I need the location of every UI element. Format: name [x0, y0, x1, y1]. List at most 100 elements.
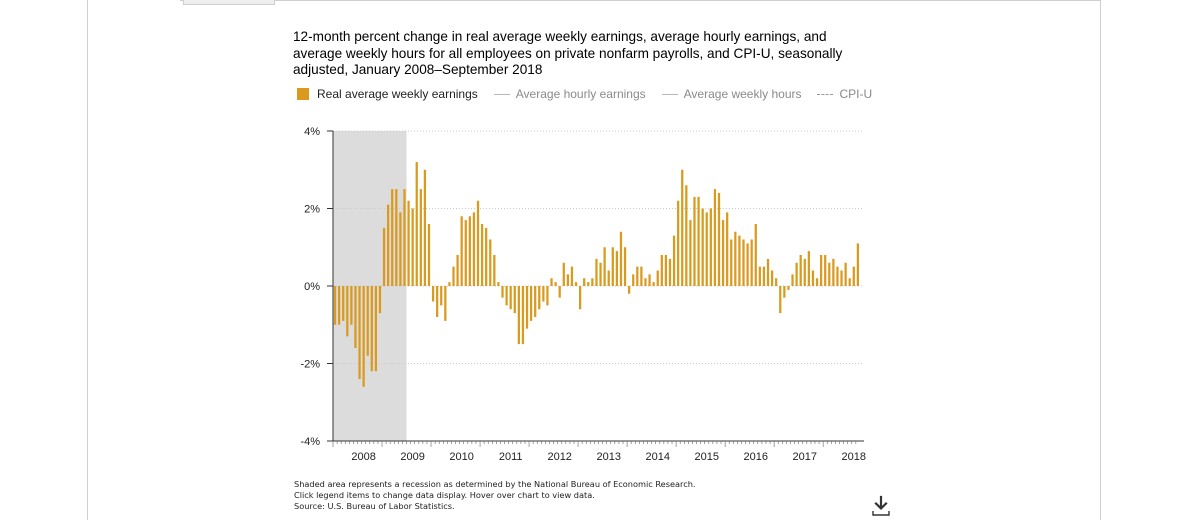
data-bar	[672, 235, 676, 286]
legend-label: Average hourly earnings	[515, 87, 646, 101]
data-bar	[607, 270, 610, 286]
data-bar	[656, 270, 659, 286]
data-bar	[664, 255, 668, 286]
x-tick-label: 2009	[400, 451, 424, 463]
data-bar	[623, 247, 627, 286]
data-bar	[468, 216, 471, 286]
data-bar	[362, 286, 365, 387]
data-bar	[595, 258, 598, 286]
legend-item-hourly-earnings[interactable]: Average hourly earnings	[493, 87, 646, 101]
data-bar	[350, 286, 353, 325]
data-bar	[562, 262, 565, 286]
data-bar	[419, 189, 422, 286]
data-bar	[366, 286, 369, 356]
x-tick-label: 2014	[645, 451, 669, 463]
data-bar	[852, 266, 855, 286]
data-bar	[770, 270, 774, 286]
data-bar	[730, 239, 733, 286]
data-bar	[554, 282, 557, 286]
data-bar	[493, 255, 496, 286]
data-bar	[403, 189, 406, 286]
data-bar	[693, 196, 696, 286]
data-bar	[521, 286, 525, 345]
data-bar	[358, 286, 361, 379]
data-bar	[681, 169, 684, 286]
chart-legend: Real average weekly earnings Average hou…	[297, 86, 888, 102]
legend-bar-swatch	[297, 88, 309, 100]
data-bar	[746, 243, 749, 286]
x-tick-label: 2015	[695, 451, 719, 463]
data-bar	[538, 286, 541, 310]
data-bar	[566, 274, 569, 286]
data-bar	[558, 286, 561, 298]
chart-plot[interactable]: 4% 2% 0% -2% -4% 2008 2009 2010 2011 2012 2013 2014…	[280, 115, 880, 470]
data-bar	[668, 258, 672, 286]
legend-label: Average weekly hours	[683, 87, 802, 101]
data-bar	[587, 282, 590, 286]
data-bar	[779, 286, 782, 314]
y-tick-label: 0%	[304, 281, 320, 293]
data-bar	[652, 282, 655, 286]
legend-item-real-weekly-earnings[interactable]: Real average weekly earnings	[297, 87, 478, 101]
data-bar	[619, 231, 623, 286]
download-button[interactable]	[871, 495, 891, 517]
data-bar	[472, 212, 476, 286]
data-bar	[489, 239, 492, 286]
data-bar	[525, 286, 529, 329]
data-bar	[844, 262, 847, 286]
data-bar	[660, 255, 663, 286]
x-tick-label: 2012	[547, 451, 571, 463]
legend-item-cpi-u[interactable]: CPI-U	[817, 87, 872, 101]
data-bar	[342, 286, 345, 321]
data-bar	[542, 286, 545, 302]
data-bar	[374, 286, 378, 372]
data-bar	[534, 286, 537, 317]
data-bar	[574, 282, 578, 286]
download-icon	[872, 495, 890, 516]
legend-item-weekly-hours[interactable]: Average weekly hours	[661, 87, 802, 101]
legend-line-swatch	[661, 93, 678, 95]
data-bar	[444, 286, 447, 321]
data-bar	[346, 286, 349, 337]
data-bar	[460, 216, 463, 286]
data-bar	[480, 224, 484, 286]
data-bar	[615, 251, 619, 286]
data-bar	[803, 258, 806, 286]
data-bar	[546, 286, 549, 306]
data-bar	[644, 278, 647, 286]
data-bar	[762, 266, 766, 286]
legend-label: Real average weekly earnings	[317, 87, 478, 101]
data-bar	[840, 270, 843, 286]
tab-stub[interactable]	[183, 0, 275, 5]
data-bar	[513, 286, 516, 314]
data-bar	[824, 255, 827, 286]
data-bar	[811, 270, 815, 286]
data-bar	[529, 286, 533, 321]
data-bar	[648, 274, 651, 286]
chart-footnotes: Shaded area represents a recession as de…	[294, 479, 696, 512]
data-bar	[856, 243, 859, 286]
data-bar	[411, 208, 414, 286]
x-tick-label: 2017	[793, 451, 817, 463]
data-bar	[677, 200, 680, 286]
data-bar	[799, 255, 802, 286]
data-bar	[436, 286, 439, 317]
data-bar	[427, 224, 431, 286]
y-tick-label: 4%	[304, 126, 320, 138]
data-bar	[333, 286, 337, 325]
data-bar	[387, 204, 390, 286]
legend-line-swatch	[493, 93, 510, 95]
data-bar	[497, 282, 500, 286]
x-tick-label: 2011	[499, 451, 523, 463]
data-bar	[505, 286, 508, 306]
data-bar	[550, 278, 553, 286]
data-bar	[632, 274, 635, 286]
data-bar	[440, 286, 443, 306]
data-bar	[783, 286, 786, 298]
data-bar	[709, 208, 712, 286]
data-bar	[628, 286, 631, 294]
y-tick-label: -2%	[300, 359, 320, 371]
data-bar	[591, 278, 594, 286]
x-tick-label: 2008	[351, 451, 375, 463]
x-tick-label: 2010	[449, 451, 473, 463]
